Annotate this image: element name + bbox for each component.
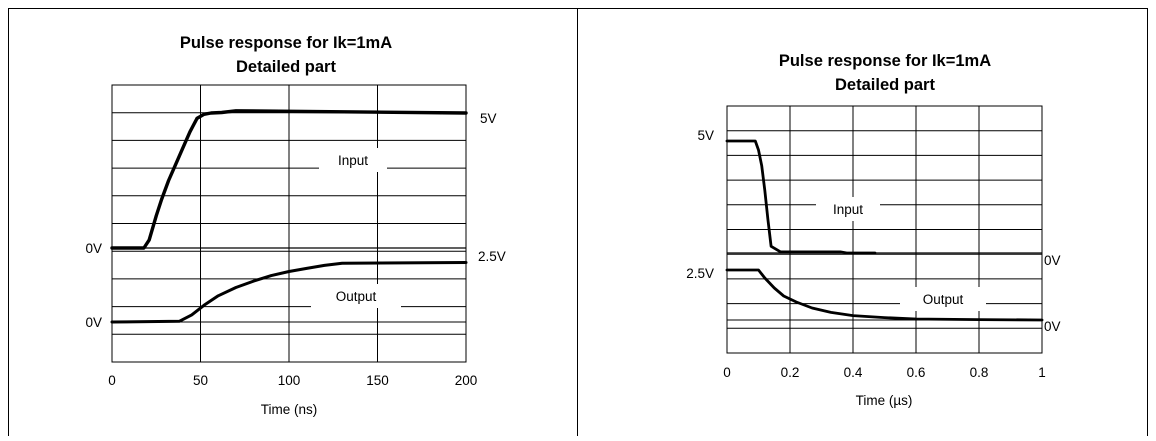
panel-divider	[577, 8, 578, 436]
chart-right-0v-bottom: 0V	[1044, 319, 1061, 334]
chart-left-input-label-bg	[319, 148, 387, 172]
x-tick-label: 0.6	[907, 365, 926, 380]
chart-right-svg: Pulse response for Ik=1mA Detailed part …	[686, 52, 1061, 408]
x-tick-label: 0.4	[844, 365, 863, 380]
chart-left-0v-bottom: 0V	[85, 315, 102, 330]
chart-right-input-label-bg	[816, 197, 880, 221]
chart-right-output-label-bg	[900, 287, 986, 311]
x-tick-label: 0.8	[970, 365, 989, 380]
chart-left-series	[110, 109, 468, 324]
chart-left-5v: 5V	[480, 111, 497, 126]
chart-right-series	[725, 139, 1044, 322]
chart-left-input-label: Input	[338, 153, 368, 168]
x-tick-label: 0.2	[781, 365, 800, 380]
chart-left-svg: Pulse response for Ik=1mA Detailed part …	[85, 34, 506, 417]
x-tick-label: 100	[278, 373, 301, 388]
chart-right-plot-area	[726, 105, 1043, 354]
chart-left-output-label: Output	[336, 289, 377, 304]
x-tick-label: 150	[366, 373, 389, 388]
chart-panel-left: Pulse response for Ik=1mA Detailed part …	[9, 8, 577, 436]
chart-right-output-label: Output	[923, 292, 964, 307]
chart-left-0v-top: 0V	[85, 241, 102, 256]
series-line-input	[725, 139, 877, 255]
chart-right-grid	[727, 106, 1042, 353]
series-line-output	[725, 268, 1044, 322]
chart-right-0v-top: 0V	[1044, 253, 1061, 268]
series-line-input	[110, 109, 468, 250]
x-tick-label: 50	[193, 373, 208, 388]
x-tick-label: 0	[723, 365, 731, 380]
chart-right-2-5v: 2.5V	[686, 266, 714, 281]
x-tick-label: 200	[455, 373, 478, 388]
x-tick-label: 0	[108, 373, 116, 388]
chart-panel-right: Pulse response for Ik=1mA Detailed part …	[578, 8, 1147, 436]
figure-frame	[8, 8, 1148, 436]
chart-right-5v: 5V	[697, 128, 714, 143]
chart-right-x-axis-label: Time (µs)	[856, 393, 913, 408]
chart-left-plot-area	[111, 84, 467, 363]
x-tick-label: 1	[1038, 365, 1046, 380]
chart-right-subtitle: Detailed part	[835, 76, 935, 94]
chart-left-subtitle: Detailed part	[236, 58, 336, 76]
chart-left-x-axis-label: Time (ns)	[261, 402, 318, 417]
series-line-output	[110, 261, 468, 324]
chart-left-output-label-bg	[311, 284, 401, 308]
chart-left-x-ticks: 0 50 100 150 200	[108, 373, 477, 388]
chart-right-title: Pulse response for Ik=1mA	[779, 52, 991, 70]
chart-right-x-ticks: 0 0.2 0.4 0.6 0.8 1	[723, 365, 1046, 380]
chart-left-2-5v: 2.5V	[478, 249, 506, 264]
chart-left-title: Pulse response for Ik=1mA	[180, 34, 392, 52]
chart-right-input-label: Input	[833, 202, 863, 217]
